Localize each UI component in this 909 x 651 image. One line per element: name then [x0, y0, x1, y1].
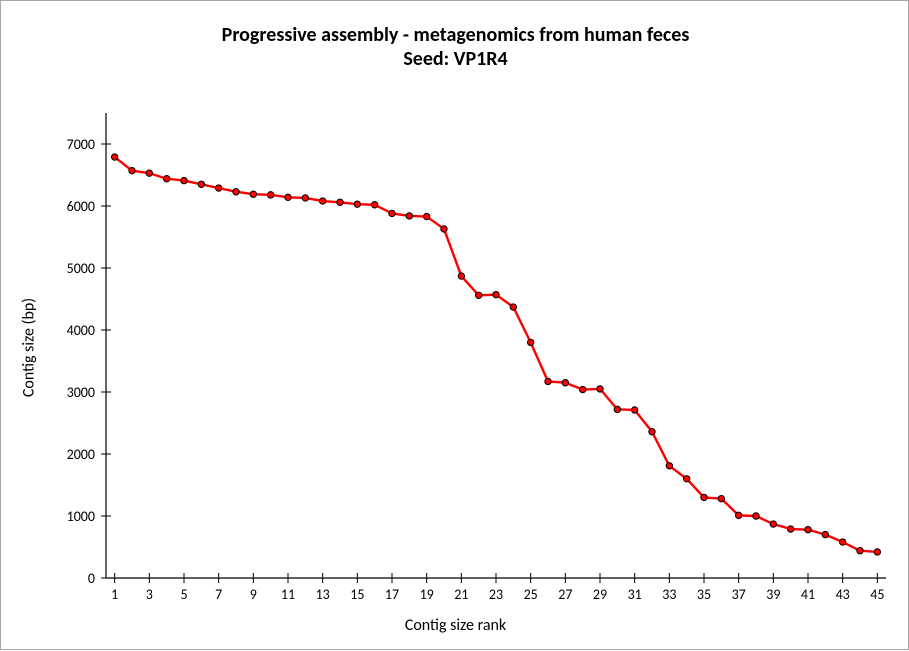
x-tick-label: 11	[281, 586, 295, 603]
data-point-marker	[146, 170, 152, 176]
x-tick-label: 37	[732, 586, 746, 603]
data-point-marker	[545, 378, 551, 384]
data-point-marker	[718, 495, 724, 501]
x-tick-label: 1	[111, 586, 118, 603]
data-point-marker	[683, 476, 689, 482]
data-point-marker	[787, 526, 793, 532]
x-tick-label: 39	[766, 586, 780, 603]
y-tick-label: 5000	[67, 260, 95, 277]
data-point-marker	[406, 213, 412, 219]
x-tick-label: 31	[628, 586, 642, 603]
y-tick-label: 3000	[67, 384, 95, 401]
data-point-marker	[631, 407, 637, 413]
data-point-marker	[770, 521, 776, 527]
x-tick-label: 43	[836, 586, 850, 603]
x-tick-label: 15	[350, 586, 364, 603]
data-point-marker	[562, 380, 568, 386]
data-point-marker	[614, 406, 620, 412]
plot-svg: 1357911131517192123252729313335373941434…	[1, 1, 909, 651]
y-tick-label: 6000	[67, 198, 95, 215]
x-tick-label: 41	[801, 586, 815, 603]
data-point-marker	[111, 154, 117, 160]
data-point-marker	[285, 194, 291, 200]
data-point-marker	[337, 199, 343, 205]
data-point-marker	[597, 386, 603, 392]
y-tick-label: 1000	[67, 508, 95, 525]
data-point-marker	[250, 191, 256, 197]
y-tick-label: 7000	[67, 136, 95, 153]
chart-frame: Progressive assembly - metagenomics from…	[0, 0, 909, 650]
x-tick-label: 23	[489, 586, 503, 603]
data-point-marker	[735, 512, 741, 518]
data-point-marker	[510, 304, 516, 310]
data-point-marker	[389, 210, 395, 216]
data-point-marker	[822, 531, 828, 537]
x-tick-label: 3	[146, 586, 153, 603]
data-point-marker	[181, 177, 187, 183]
x-tick-label: 9	[250, 586, 257, 603]
data-point-marker	[233, 189, 239, 195]
data-point-marker	[857, 548, 863, 554]
data-point-marker	[423, 213, 429, 219]
x-tick-label: 35	[697, 586, 711, 603]
y-tick-label: 4000	[67, 322, 95, 339]
data-point-marker	[458, 273, 464, 279]
data-point-marker	[874, 549, 880, 555]
data-point-marker	[215, 185, 221, 191]
x-tick-label: 5	[180, 586, 187, 603]
data-point-marker	[267, 192, 273, 198]
data-point-marker	[493, 291, 499, 297]
x-tick-label: 33	[662, 586, 676, 603]
x-tick-label: 45	[870, 586, 884, 603]
data-point-marker	[527, 339, 533, 345]
data-point-marker	[805, 526, 811, 532]
x-tick-label: 29	[593, 586, 607, 603]
data-point-marker	[839, 539, 845, 545]
data-point-marker	[302, 195, 308, 201]
data-point-marker	[198, 181, 204, 187]
data-point-marker	[371, 202, 377, 208]
x-tick-label: 7	[215, 586, 222, 603]
data-point-marker	[129, 167, 135, 173]
data-point-marker	[666, 463, 672, 469]
x-tick-label: 27	[558, 586, 572, 603]
data-point-marker	[649, 428, 655, 434]
x-tick-label: 19	[420, 586, 434, 603]
x-tick-label: 21	[454, 586, 468, 603]
x-tick-label: 17	[385, 586, 399, 603]
data-point-marker	[319, 198, 325, 204]
y-tick-label: 2000	[67, 446, 95, 463]
data-point-marker	[163, 176, 169, 182]
y-tick-label: 0	[88, 570, 95, 587]
data-point-marker	[701, 494, 707, 500]
series-line	[115, 157, 878, 552]
data-point-marker	[753, 513, 759, 519]
data-point-marker	[441, 226, 447, 232]
x-tick-label: 13	[316, 586, 330, 603]
data-point-marker	[579, 386, 585, 392]
data-point-marker	[354, 201, 360, 207]
data-point-marker	[475, 292, 481, 298]
x-tick-label: 25	[524, 586, 538, 603]
